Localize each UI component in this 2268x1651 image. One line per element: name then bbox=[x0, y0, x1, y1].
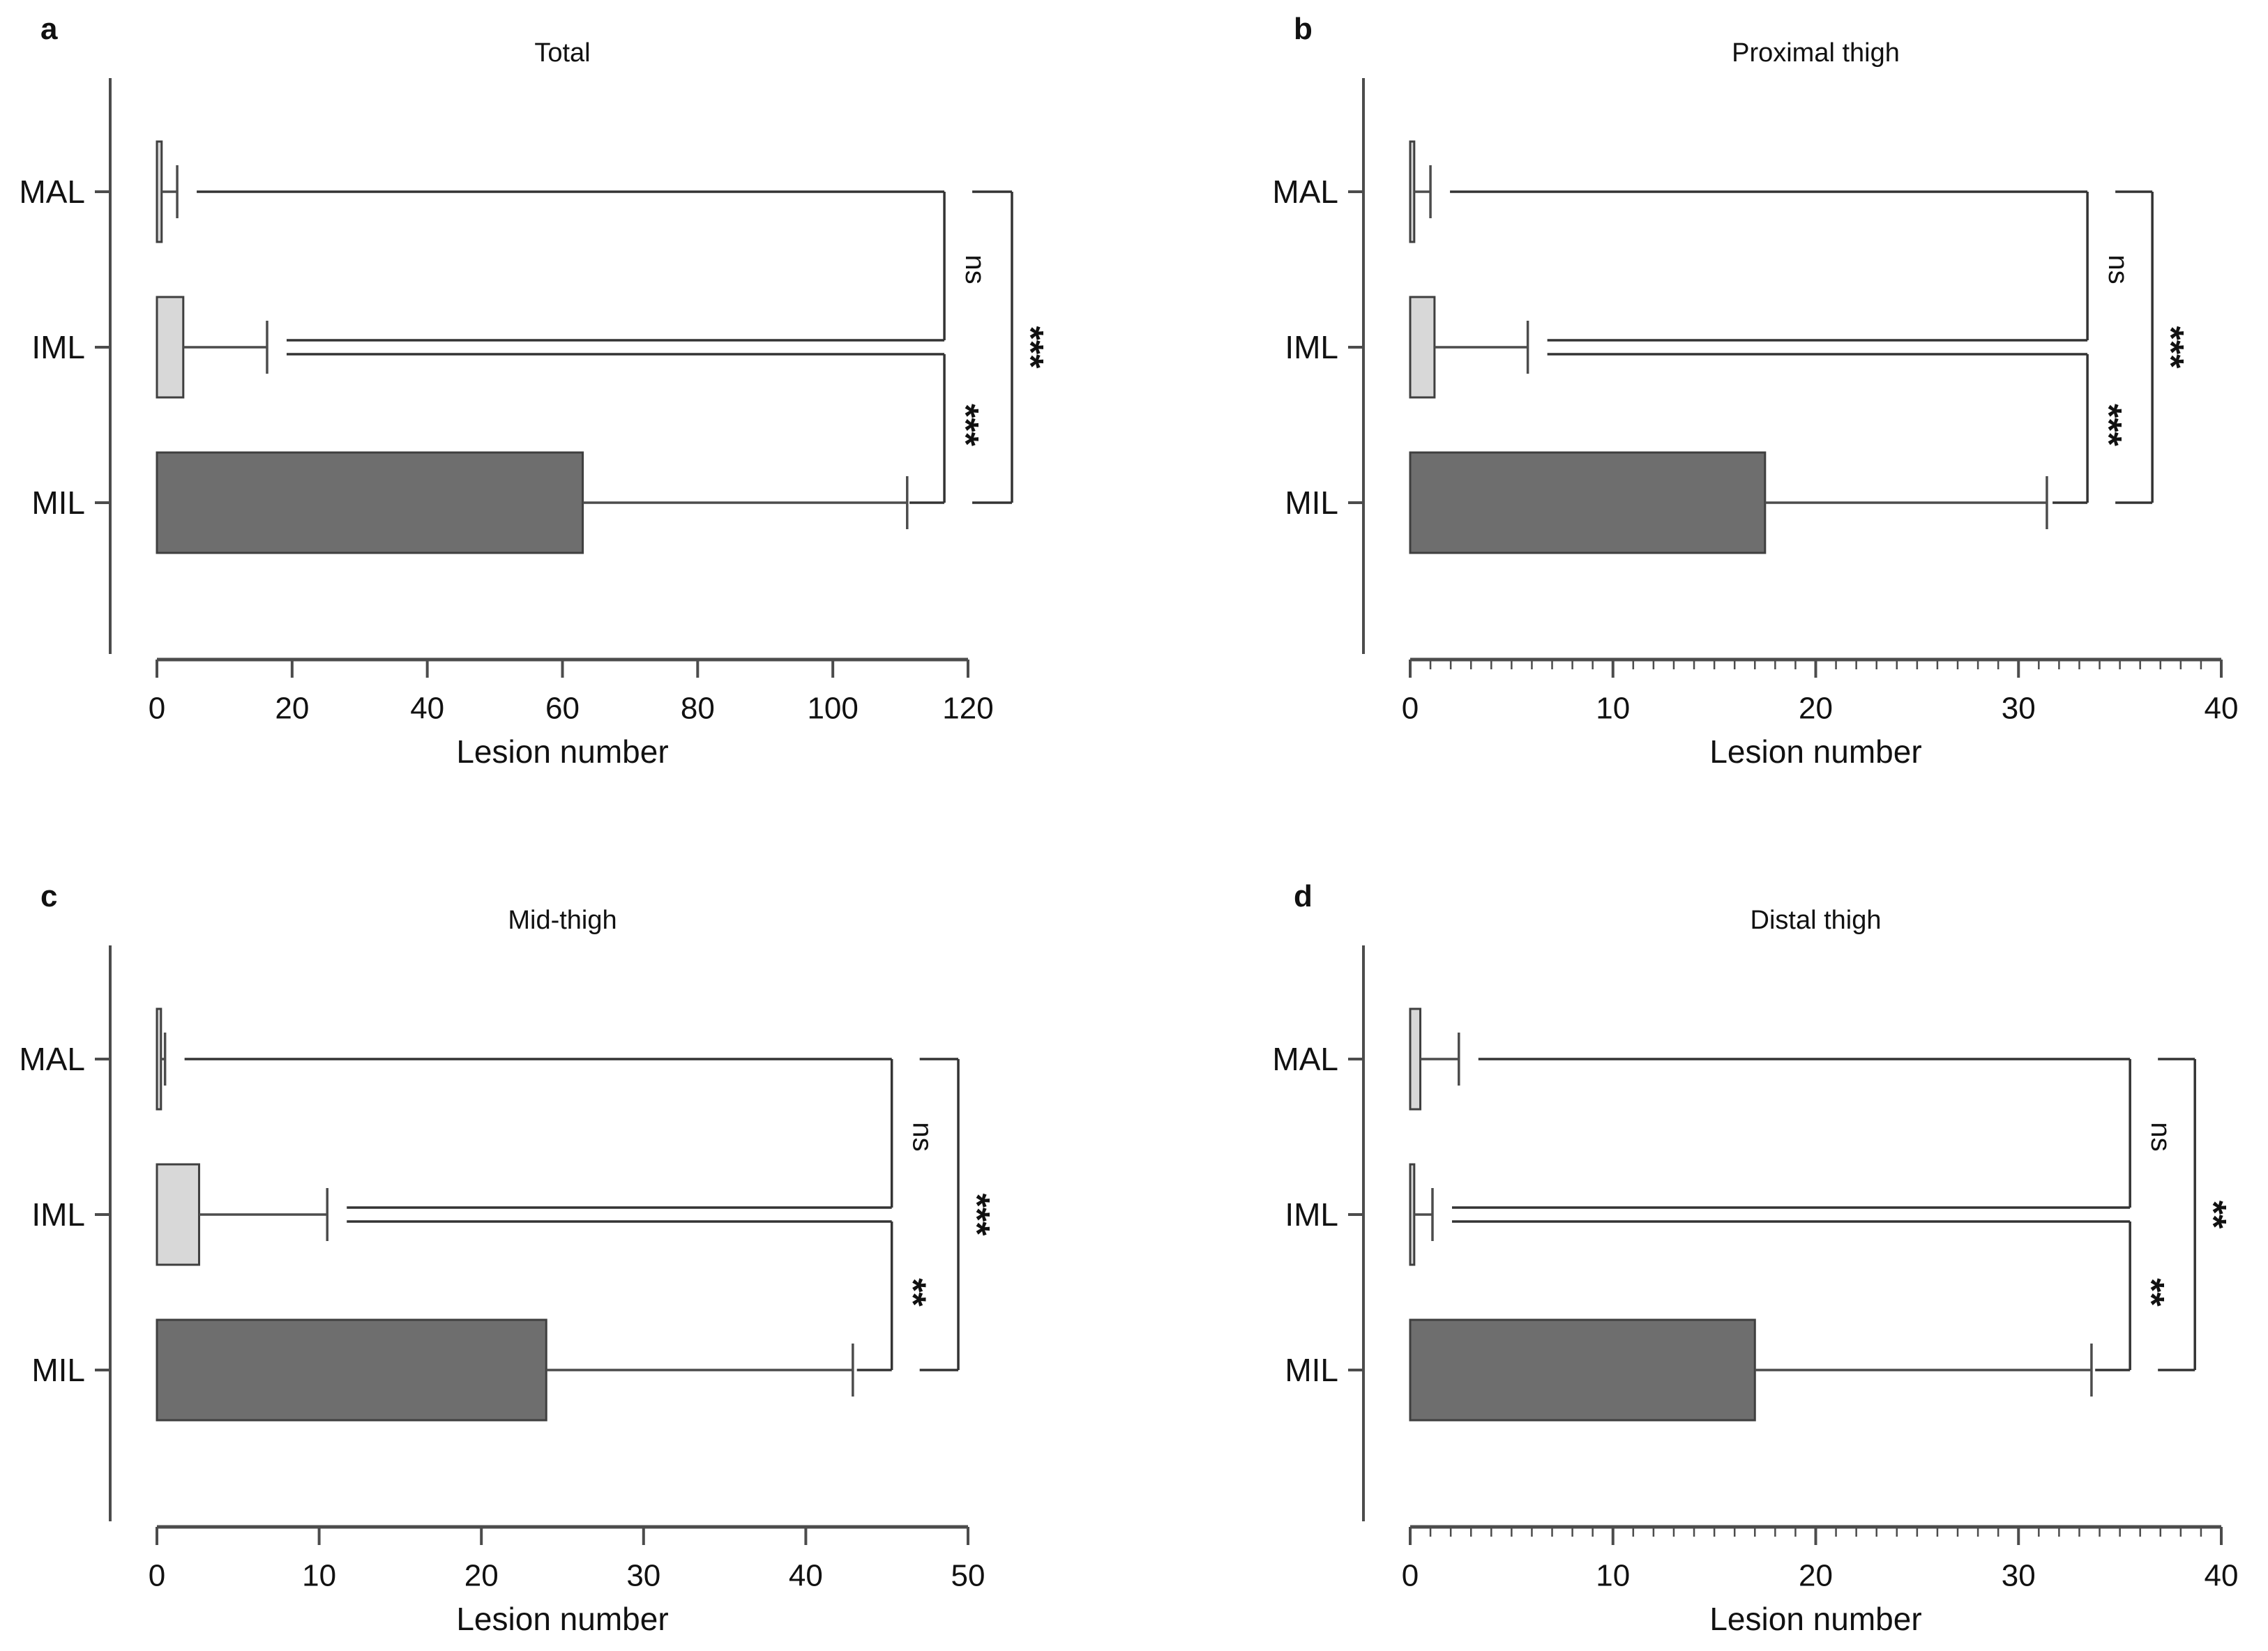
category-label-mal: MAL bbox=[1272, 1041, 1338, 1077]
x-tick-label: 30 bbox=[2002, 692, 2036, 726]
category-label-mil: MIL bbox=[1285, 485, 1338, 521]
category-label-iml: IML bbox=[31, 329, 85, 365]
x-tick-label: 120 bbox=[942, 692, 993, 726]
panel-letter: c bbox=[40, 879, 57, 913]
panel-letter: d bbox=[1294, 879, 1313, 913]
x-tick-label: 20 bbox=[1799, 692, 1833, 726]
bar-iml bbox=[156, 1163, 200, 1266]
significance-label-mal-mil: *** bbox=[1010, 326, 1050, 369]
chart-title: Proximal thigh bbox=[1732, 38, 1900, 68]
x-tick-label: 0 bbox=[149, 692, 165, 726]
panel-letter: a bbox=[40, 12, 58, 46]
bar-mil bbox=[156, 1318, 547, 1422]
x-axis-title: Lesion number bbox=[1709, 733, 1921, 770]
significance-label-mal-iml: ns bbox=[2103, 254, 2133, 284]
significance-label-mal-mil: *** bbox=[2150, 326, 2191, 369]
significance-label-iml-mil: *** bbox=[945, 404, 985, 446]
x-axis-title: Lesion number bbox=[1709, 1601, 1921, 1637]
x-tick-label: 40 bbox=[410, 692, 444, 726]
x-tick-label: 0 bbox=[1402, 1559, 1419, 1593]
category-label-mal: MAL bbox=[1272, 174, 1338, 210]
panel-c-mid-thigh-chart: c Mid-thigh MAL IML MIL 0 10 20 30 40 50 Lesion num… bbox=[19, 879, 997, 1637]
significance-label-iml-mil: ** bbox=[2131, 1278, 2171, 1307]
chart-title: Total bbox=[534, 38, 590, 68]
panel-a-total-chart: a Total MAL IML MIL 0 20 40 60 80 100 120 Lesion num… bbox=[19, 12, 1050, 770]
x-tick-label: 40 bbox=[2205, 692, 2239, 726]
x-tick-label: 10 bbox=[1596, 692, 1630, 726]
bar-mal bbox=[1409, 140, 1416, 243]
bar-iml bbox=[1409, 296, 1436, 399]
category-label-mal: MAL bbox=[19, 1041, 85, 1077]
panel-d-distal-thigh-chart: d Distal thigh MAL IML MIL 0 10 20 30 40 Lesion nu… bbox=[1272, 879, 2239, 1637]
bar-mil bbox=[1409, 451, 1767, 554]
x-tick-label: 10 bbox=[1596, 1559, 1630, 1593]
x-tick-label: 60 bbox=[545, 692, 580, 726]
chart-title: Mid-thigh bbox=[508, 906, 617, 935]
bar-mal bbox=[156, 1007, 162, 1111]
significance-label-iml-mil: *** bbox=[2088, 404, 2129, 446]
bar-iml bbox=[156, 296, 185, 399]
significance-label-mal-iml: ns bbox=[907, 1122, 938, 1151]
x-axis-title: Lesion number bbox=[456, 733, 668, 770]
bar-mal bbox=[1409, 1007, 1422, 1111]
x-axis-title: Lesion number bbox=[456, 1601, 668, 1637]
x-tick-label: 30 bbox=[626, 1559, 660, 1593]
category-label-iml: IML bbox=[1285, 1196, 1338, 1233]
category-label-iml: IML bbox=[1285, 329, 1338, 365]
x-tick-label: 100 bbox=[807, 692, 858, 726]
category-label-mal: MAL bbox=[19, 174, 85, 210]
x-tick-label: 20 bbox=[1799, 1559, 1833, 1593]
bar-mil bbox=[156, 451, 584, 554]
category-label-mil: MIL bbox=[31, 1352, 85, 1388]
significance-label-mal-mil: ** bbox=[2193, 1201, 2233, 1229]
chart-title: Distal thigh bbox=[1751, 906, 1882, 935]
category-label-mil: MIL bbox=[1285, 1352, 1338, 1388]
significance-label-mal-iml: ns bbox=[960, 254, 990, 284]
significance-label-mal-iml: ns bbox=[2145, 1122, 2176, 1151]
x-tick-label: 40 bbox=[789, 1559, 823, 1593]
bar-iml bbox=[1409, 1163, 1416, 1266]
panel-letter: b bbox=[1294, 12, 1313, 46]
x-tick-label: 0 bbox=[1402, 692, 1419, 726]
category-label-iml: IML bbox=[31, 1196, 85, 1233]
category-label-mil: MIL bbox=[31, 485, 85, 521]
x-tick-label: 30 bbox=[2002, 1559, 2036, 1593]
x-tick-label: 0 bbox=[149, 1559, 165, 1593]
significance-label-mal-mil: *** bbox=[956, 1194, 997, 1236]
panel-b-proximal-thigh-chart: b Proximal thigh MAL IML MIL 0 10 20 30 40 Lesion … bbox=[1272, 12, 2239, 770]
x-tick-label: 10 bbox=[302, 1559, 336, 1593]
x-tick-label: 40 bbox=[2205, 1559, 2239, 1593]
bar-mil bbox=[1409, 1318, 1756, 1422]
x-tick-label: 80 bbox=[681, 692, 715, 726]
bar-mal bbox=[156, 140, 163, 243]
x-tick-label: 20 bbox=[275, 692, 309, 726]
x-tick-label: 20 bbox=[464, 1559, 499, 1593]
x-tick-label: 50 bbox=[951, 1559, 985, 1593]
significance-label-iml-mil: ** bbox=[893, 1278, 933, 1307]
